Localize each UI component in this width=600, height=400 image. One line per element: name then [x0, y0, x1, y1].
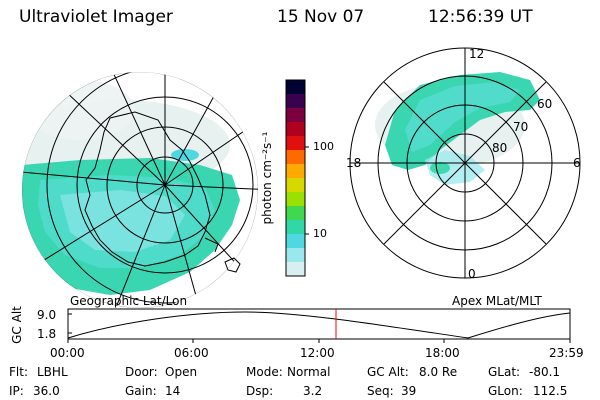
status-door-label: Door:: [125, 365, 158, 379]
colorbar-segment: [286, 94, 305, 109]
colorbar-segment: [286, 220, 305, 235]
left-panel-caption: Geographic Lat/Lon: [70, 294, 188, 308]
colorbar-segment: [286, 136, 305, 151]
colorbar-segment: [286, 234, 305, 249]
status-seq-value: 39: [401, 384, 417, 398]
instrument-title: Ultraviolet Imager: [19, 7, 173, 27]
timeline-x-tick-2359: 23:59: [549, 346, 584, 360]
status-glon-value: 112.5: [533, 384, 568, 398]
mlt-label-12: 12: [469, 47, 485, 61]
status-flt-value: LBHL: [37, 365, 68, 379]
geographic-image-panel: [22, 72, 258, 308]
status-gain-label: Gain:: [125, 384, 157, 398]
mlat-label-70: 70: [513, 120, 529, 134]
date-label: 15 Nov 07: [277, 7, 365, 27]
status-flt-label: Flt:: [9, 365, 28, 379]
status-gcalt-label: GC Alt:: [367, 365, 409, 379]
timeline-x-tick-1200: 12:00: [300, 346, 335, 360]
colorbar-segment: [286, 262, 305, 277]
status-gain-value: 14: [165, 384, 181, 398]
timeline-x-tick-0600: 06:00: [174, 346, 209, 360]
status-gcalt-value: 8.0 Re: [419, 365, 458, 379]
colorbar-tick-10: 10: [313, 227, 327, 240]
mlat-label-60: 60: [537, 97, 553, 111]
altitude-curve: [67, 311, 571, 339]
colorbar-segment: [286, 80, 305, 95]
timeline-y-tick-max: 9.0: [37, 308, 57, 322]
altitude-timeline: [67, 308, 571, 343]
status-ip-value: 36.0: [33, 384, 60, 398]
status-dsp-label: Dsp:: [246, 384, 274, 398]
mlt-label-18: 18: [346, 156, 362, 170]
status-seq-label: Seq:: [367, 384, 394, 398]
timeline-y-axis-label: GC Alt: [10, 306, 24, 344]
status-mode-label: Mode:: [246, 365, 283, 379]
colorbar-segment: [286, 192, 305, 207]
colorbar-segment: [286, 108, 305, 123]
time-label: 12:56:39 UT: [428, 7, 533, 27]
magnetic-image-panel: [349, 47, 581, 279]
colorbar-segment: [286, 206, 305, 221]
status-glat-label: GLat:: [488, 365, 521, 379]
mlt-label-6: 6: [573, 156, 581, 170]
status-door-value: Open: [165, 365, 198, 379]
colorbar-segment: [286, 248, 305, 263]
status-dsp-value: 3.2: [303, 384, 323, 398]
status-ip-label: IP:: [9, 384, 24, 398]
mlt-label-0: 0: [468, 267, 476, 281]
timeline-x-tick-1800: 18:00: [425, 346, 460, 360]
status-mode-value: Normal: [287, 365, 331, 379]
colorbar-segment: [286, 150, 305, 165]
timeline-y-tick-min: 1.8: [37, 327, 57, 341]
colorbar: [286, 80, 305, 277]
mlat-label-80: 80: [492, 141, 508, 155]
status-glat-value: -80.1: [529, 365, 561, 379]
coastline-outline: [84, 111, 211, 267]
colorbar-tick-100: 100: [313, 140, 334, 153]
colorbar-segment: [286, 178, 305, 193]
colorbar-segment: [286, 164, 305, 179]
status-glon-label: GLon:: [488, 384, 523, 398]
colorbar-unit-label: photon cm⁻²s⁻¹: [260, 131, 274, 225]
right-panel-caption: Apex MLat/MLT: [452, 294, 542, 308]
timeline-x-tick-0000: 00:00: [50, 346, 85, 360]
colorbar-segment: [286, 122, 305, 137]
